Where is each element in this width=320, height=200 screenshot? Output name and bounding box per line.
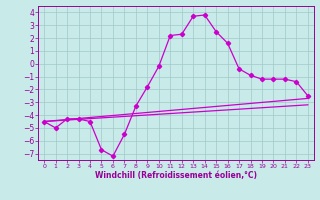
X-axis label: Windchill (Refroidissement éolien,°C): Windchill (Refroidissement éolien,°C) <box>95 171 257 180</box>
